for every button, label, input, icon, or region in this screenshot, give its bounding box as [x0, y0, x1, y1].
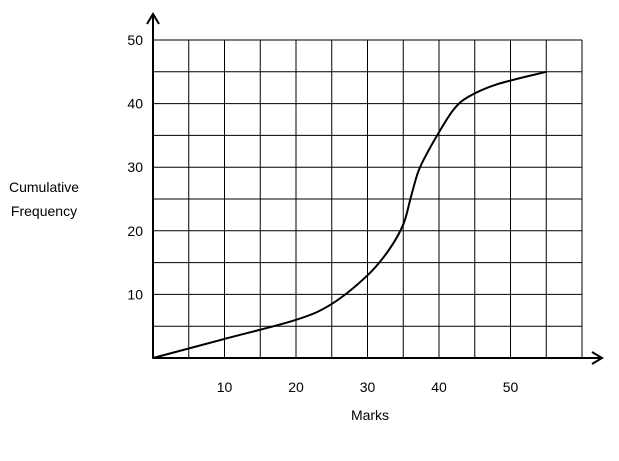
x-tick-label: 50: [503, 379, 519, 395]
x-tick-label: 20: [288, 379, 304, 395]
tick-labels: 10 20 30 40 50 10 20 30 40 50: [127, 32, 518, 395]
y-tick-label: 20: [127, 223, 143, 239]
y-axis-title-line-1: Cumulative: [9, 179, 79, 195]
y-axis-title-line-2: Frequency: [11, 203, 77, 219]
y-axis-arrow: [146, 12, 160, 25]
y-tick-label: 30: [127, 159, 143, 175]
y-tick-label: 10: [127, 286, 143, 302]
x-tick-label: 40: [431, 379, 447, 395]
x-tick-label: 10: [217, 379, 233, 395]
axes: [146, 12, 604, 365]
y-tick-label: 40: [127, 96, 143, 112]
x-tick-label: 30: [360, 379, 376, 395]
x-axis-title: Marks: [351, 407, 389, 423]
cumulative-frequency-curve: [152, 70, 548, 359]
series-layer: [152, 70, 548, 359]
x-axis-arrow: [591, 351, 604, 365]
y-tick-label: 50: [127, 32, 143, 48]
grid: [153, 39, 583, 358]
